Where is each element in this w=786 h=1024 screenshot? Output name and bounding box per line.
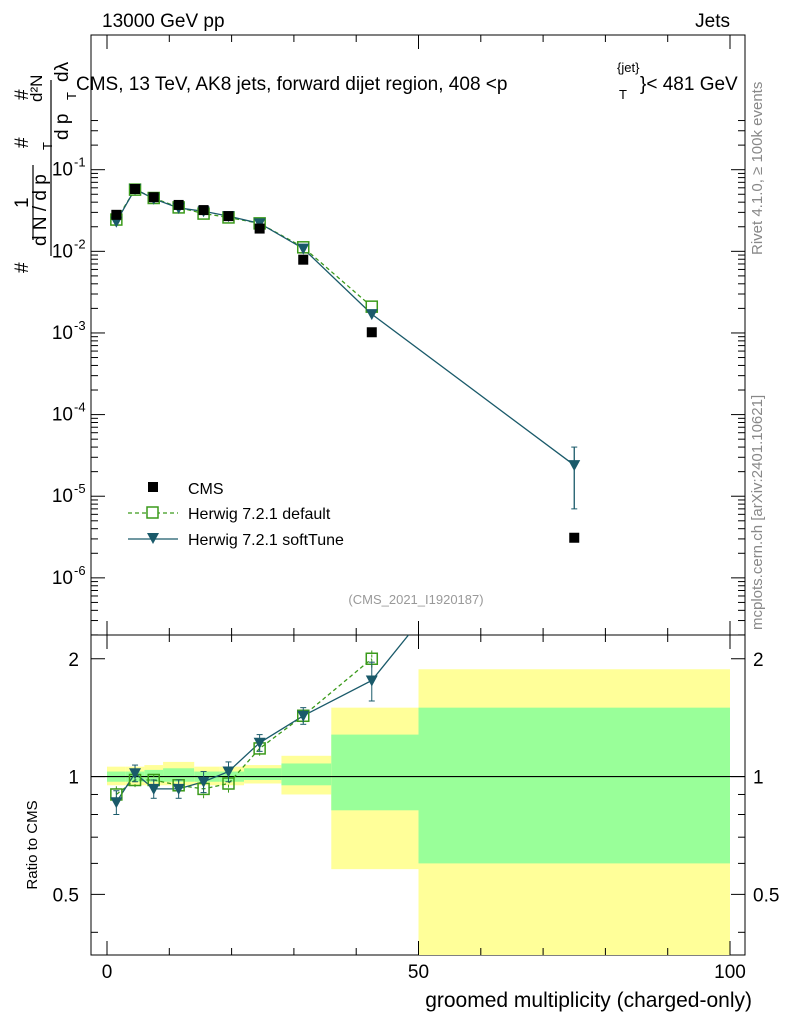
band-green bbox=[418, 707, 730, 864]
cms-point bbox=[173, 199, 184, 210]
x-ticks: 0 50 100 bbox=[102, 35, 746, 983]
title-sup: {jet} bbox=[617, 60, 640, 75]
cms-point bbox=[130, 184, 141, 195]
title-sub: T bbox=[619, 87, 627, 102]
softtune-ratio-point bbox=[197, 776, 210, 788]
cms-point bbox=[298, 254, 309, 265]
cms-point bbox=[111, 209, 122, 220]
band-green bbox=[331, 734, 419, 811]
softtune-ratio-point bbox=[147, 783, 160, 795]
legend-default-label: Herwig 7.2.1 default bbox=[188, 506, 331, 523]
softtune-point bbox=[297, 243, 310, 255]
y-tick-label: 10 bbox=[52, 160, 73, 181]
legend-cms-marker bbox=[148, 482, 158, 492]
ratio-tick-label-right: 0.5 bbox=[753, 885, 779, 906]
ylabel-T: T bbox=[40, 142, 55, 150]
rivet-label: Rivet 4.1.0, ≥ 100k events bbox=[749, 82, 766, 255]
ylabel-T2: T bbox=[64, 92, 79, 100]
cms-point bbox=[366, 327, 377, 338]
y-tick-exp: -3 bbox=[74, 318, 86, 333]
y-tick-label: 10 bbox=[52, 323, 73, 344]
ratio-bands bbox=[91, 669, 745, 955]
ratio-ylabel: Ratio to CMS bbox=[24, 800, 41, 889]
ratio-tick-label: 1 bbox=[68, 768, 79, 789]
softtune-ratio-line bbox=[115, 634, 409, 803]
y-tick-label: 10 bbox=[52, 568, 73, 589]
ylabel-dp: d p bbox=[52, 114, 73, 140]
band-green bbox=[163, 768, 195, 782]
y-tick-label: 10 bbox=[52, 486, 73, 507]
y-tick-label: 10 bbox=[52, 241, 73, 262]
cms-point bbox=[254, 223, 265, 234]
ylabel-hash3: # bbox=[12, 89, 33, 100]
y-tick-exp: -5 bbox=[74, 481, 86, 496]
softtune-ratio-point bbox=[253, 737, 266, 749]
ylabel-dN: d N / d p bbox=[30, 174, 51, 246]
ylabel-one: 1 bbox=[12, 197, 33, 208]
main-ylabel: # 1 # d N / d p T # d²N d p T dλ bbox=[12, 61, 79, 273]
ratio-series bbox=[110, 634, 409, 815]
softtune-ratio-point bbox=[172, 783, 185, 795]
softtune-ratio-point bbox=[222, 766, 235, 778]
x-tick-label: 0 bbox=[102, 962, 113, 983]
main-y-ticks: 10-610-510-410-310-210-1 bbox=[52, 120, 745, 636]
chart-title: CMS, 13 TeV, AK8 jets, forward dijet reg… bbox=[76, 60, 738, 102]
softtune-point bbox=[365, 309, 378, 321]
ratio-tick-label-right: 2 bbox=[753, 650, 764, 671]
ylabel-hash1: # bbox=[12, 262, 33, 273]
softtune-ratio-point bbox=[297, 710, 310, 722]
header-energy: 13000 GeV pp bbox=[102, 11, 225, 32]
cms-point bbox=[223, 211, 234, 222]
main-series bbox=[110, 183, 581, 543]
legend: CMS Herwig 7.2.1 default Herwig 7.2.1 so… bbox=[128, 481, 344, 549]
default-line bbox=[115, 188, 373, 308]
softtune-point bbox=[568, 460, 581, 472]
analysis-id: (CMS_2021_I1920187) bbox=[348, 592, 483, 607]
ylabel-d2N: d²N bbox=[27, 75, 46, 102]
softtune-ratio-point bbox=[129, 768, 142, 780]
band-green bbox=[281, 763, 332, 786]
band-green bbox=[244, 768, 282, 780]
y-tick-exp: -1 bbox=[74, 155, 86, 170]
legend-softtune-marker bbox=[147, 533, 159, 544]
header-category: Jets bbox=[695, 11, 730, 32]
y-tick-exp: -6 bbox=[74, 563, 86, 578]
softtune-line bbox=[115, 188, 575, 466]
cms-point bbox=[148, 192, 159, 203]
softtune-ratio-point bbox=[110, 797, 123, 809]
y-tick-exp: -4 bbox=[74, 400, 86, 415]
ylabel-hash2: # bbox=[12, 137, 33, 148]
svg-text:CMS, 13 TeV, AK8 jets, forward: CMS, 13 TeV, AK8 jets, forward dijet reg… bbox=[76, 74, 507, 95]
y-tick-label: 10 bbox=[52, 405, 73, 426]
title-main: CMS, 13 TeV, AK8 jets, forward dijet reg… bbox=[76, 74, 507, 95]
legend-softtune-label: Herwig 7.2.1 softTune bbox=[188, 532, 344, 549]
legend-default-marker bbox=[146, 506, 159, 519]
ratio-y-ticks: 0.5 0.5 1 1 2 2 bbox=[53, 650, 779, 933]
ratio-tick-label-right: 1 bbox=[753, 768, 764, 789]
x-tick-label: 50 bbox=[408, 962, 429, 983]
x-axis-label: groomed multiplicity (charged-only) bbox=[425, 989, 752, 1012]
title-end: }< 481 GeV bbox=[640, 74, 738, 95]
ratio-tick-label: 2 bbox=[68, 650, 79, 671]
cms-point bbox=[198, 205, 209, 216]
legend-cms-label: CMS bbox=[188, 481, 224, 498]
softtune-ratio-point bbox=[365, 675, 378, 687]
mcplots-label: mcplots.cern.ch [arXiv:2401.10621] bbox=[749, 395, 766, 630]
ylabel-dlambda: dλ bbox=[52, 61, 73, 82]
x-tick-label: 100 bbox=[714, 962, 746, 983]
ratio-tick-label: 0.5 bbox=[53, 885, 79, 906]
y-tick-exp: -2 bbox=[74, 236, 86, 251]
cms-point bbox=[569, 532, 580, 543]
